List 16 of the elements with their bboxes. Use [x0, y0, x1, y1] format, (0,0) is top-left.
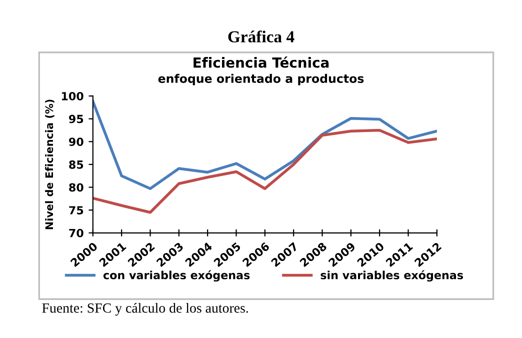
y-axis-title: Nivel de Eficiencia (%) [45, 100, 54, 230]
line-series [92, 100, 437, 190]
y-tick-label: 70 [69, 228, 84, 238]
legend-label: sin variables exógenas [320, 270, 463, 282]
line-series [92, 128, 437, 214]
y-tick-label: 85 [69, 160, 84, 169]
y-tick-label: 95 [69, 114, 84, 124]
y-tick-label: 90 [69, 138, 84, 146]
y-tick-label: 100 [62, 92, 84, 100]
y-tick-label: 75 [69, 206, 84, 214]
source-note: Fuente: SFC y cálculo de los autores. [42, 302, 248, 316]
chart-subtitle: enfoque orientado a productos [158, 74, 364, 86]
text: Gráfica 4 [228, 30, 294, 42]
y-tick-label: 80 [69, 183, 84, 192]
legend-label: con variables exógenas [103, 270, 250, 282]
chart-title: Eficiencia Técnica [194, 56, 329, 68]
